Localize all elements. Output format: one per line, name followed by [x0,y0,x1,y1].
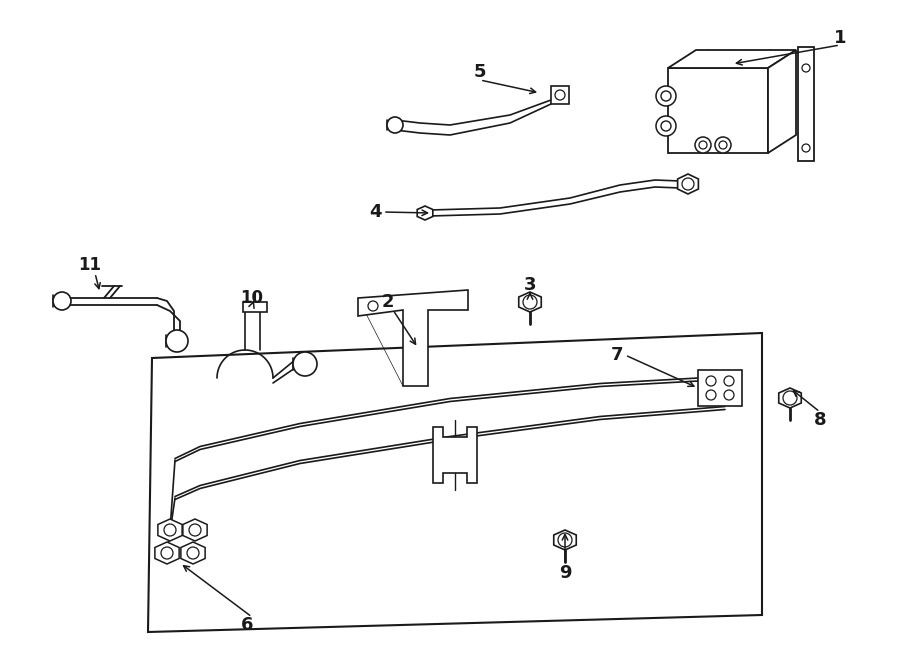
Circle shape [706,376,716,386]
Circle shape [293,352,317,376]
Polygon shape [778,388,801,408]
Circle shape [783,391,797,405]
Circle shape [164,524,176,536]
Text: 6: 6 [241,616,253,634]
Text: 3: 3 [524,276,536,294]
Bar [698,370,742,406]
Bar [551,86,569,104]
Circle shape [656,86,676,106]
Text: 10: 10 [240,289,264,307]
Circle shape [555,90,565,100]
Circle shape [661,91,671,101]
Bar [243,302,267,312]
Circle shape [724,376,734,386]
Polygon shape [183,519,207,541]
Text: 9: 9 [559,564,572,582]
Polygon shape [158,519,182,541]
Circle shape [187,547,199,559]
Text: 2: 2 [382,293,394,311]
Text: 8: 8 [814,411,826,429]
Circle shape [53,292,71,310]
Circle shape [661,121,671,131]
Circle shape [802,64,810,72]
Circle shape [368,301,378,311]
Polygon shape [668,68,768,153]
Text: 5: 5 [473,63,486,81]
Polygon shape [518,292,541,312]
Circle shape [802,144,810,152]
Circle shape [715,137,731,153]
Circle shape [558,533,572,547]
Polygon shape [181,542,205,564]
Polygon shape [668,50,796,68]
Circle shape [695,137,711,153]
Circle shape [189,524,201,536]
Circle shape [724,390,734,400]
Polygon shape [418,206,433,220]
Circle shape [523,295,537,309]
Circle shape [656,116,676,136]
Text: 11: 11 [78,256,102,274]
Polygon shape [678,174,698,194]
Circle shape [166,330,188,352]
Text: 7: 7 [611,346,623,364]
Circle shape [719,141,727,149]
Circle shape [387,117,403,133]
Polygon shape [768,50,796,153]
Polygon shape [798,47,814,161]
Circle shape [682,178,694,190]
Text: 1: 1 [833,29,846,47]
Circle shape [699,141,707,149]
Circle shape [706,390,716,400]
Text: 4: 4 [369,203,382,221]
Polygon shape [554,530,576,550]
Polygon shape [155,542,179,564]
Circle shape [161,547,173,559]
Polygon shape [358,290,468,386]
Polygon shape [433,427,477,483]
